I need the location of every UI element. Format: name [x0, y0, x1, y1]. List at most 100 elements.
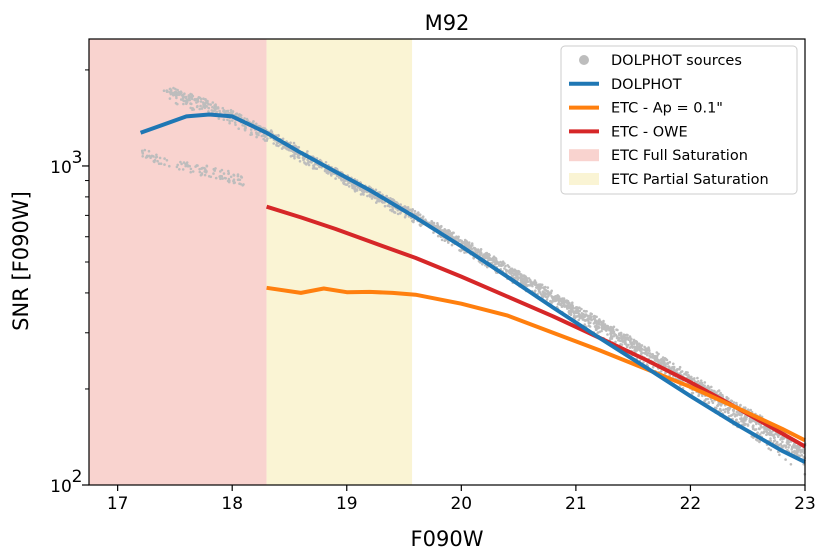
scatter-point: [664, 371, 667, 375]
scatter-point: [707, 401, 711, 404]
scatter-point: [609, 336, 612, 340]
scatter-point: [593, 325, 597, 328]
scatter-point: [582, 315, 586, 319]
scatter-point: [517, 269, 520, 273]
scatter-point: [443, 229, 446, 232]
scatter-point: [565, 301, 568, 304]
scatter-point: [508, 271, 512, 275]
scatter-point: [749, 408, 752, 412]
region-full-saturation: [89, 39, 267, 485]
scatter-point: [739, 417, 742, 421]
scatter-point: [710, 385, 713, 389]
scatter-point: [168, 97, 172, 100]
legend-etc-ap: ETC - Ap = 0.1": [569, 101, 723, 117]
scatter-point: [510, 267, 514, 271]
scatter-point: [175, 165, 179, 169]
scatter-point: [619, 339, 622, 343]
scatter-point: [275, 143, 278, 147]
x-tick-label: 17: [107, 494, 129, 514]
scatter-point: [668, 374, 672, 377]
scatter-point: [795, 446, 798, 450]
scatter-point: [458, 249, 461, 252]
scatter-point: [482, 253, 486, 256]
scatter-point: [269, 130, 273, 133]
scatter-point: [396, 209, 400, 212]
scatter-point: [151, 154, 154, 158]
scatter-point: [560, 301, 564, 305]
scatter-point: [173, 93, 176, 96]
scatter-point: [512, 274, 515, 277]
region-partial-saturation: [266, 39, 413, 485]
scatter-point: [243, 128, 247, 132]
scatter-point: [417, 211, 420, 214]
scatter-point: [413, 209, 417, 213]
scatter-point: [184, 100, 187, 103]
scatter-point: [757, 427, 761, 430]
scatter-point: [168, 164, 171, 168]
scatter-point: [189, 170, 192, 174]
scatter-point: [219, 175, 222, 178]
scatter-point: [614, 340, 617, 344]
scatter-point: [727, 414, 731, 418]
scatter-point: [769, 439, 773, 443]
scatter-point: [179, 160, 182, 164]
scatter-point: [195, 105, 199, 109]
scatter-point: [145, 155, 149, 159]
legend-full-saturation: ETC Full Saturation: [569, 148, 748, 164]
scatter-point: [392, 210, 396, 214]
scatter-point: [202, 105, 205, 108]
scatter-point: [255, 133, 259, 136]
scatter-point: [716, 403, 720, 407]
scatter-point: [537, 283, 541, 286]
scatter-point: [519, 279, 522, 282]
scatter-point: [762, 431, 765, 435]
scatter-point: [632, 338, 636, 342]
scatter-point: [534, 289, 537, 293]
scatter-point: [520, 274, 524, 278]
scatter-point: [623, 340, 626, 344]
scatter-point: [162, 89, 166, 92]
scatter-point: [436, 223, 440, 227]
scatter-point: [163, 157, 166, 160]
scatter-point: [447, 241, 450, 244]
scatter-point: [553, 299, 557, 303]
scatter-point: [222, 118, 226, 121]
scatter-point: [724, 407, 728, 411]
scatter-point: [686, 371, 689, 374]
x-tick-label: 20: [450, 494, 472, 514]
scatter-point: [155, 153, 158, 157]
scatter-point: [232, 173, 235, 177]
scatter-point: [214, 176, 218, 180]
scatter-point: [713, 389, 716, 393]
scatter-point: [706, 397, 709, 401]
scatter-point: [355, 189, 359, 192]
scatter-point: [307, 163, 311, 167]
scatter-point: [227, 172, 230, 176]
scatter-point: [530, 283, 533, 287]
scatter-point: [182, 102, 185, 106]
scatter-point: [238, 114, 242, 117]
scatter-point: [599, 320, 602, 324]
scatter-point: [465, 239, 468, 243]
scatter-point: [575, 306, 579, 309]
scatter-point: [430, 220, 434, 223]
scatter-point: [767, 428, 771, 432]
scatter-point: [719, 404, 723, 407]
scatter-point: [631, 346, 634, 349]
scatter-point: [685, 373, 688, 377]
scatter-point: [204, 98, 207, 101]
scatter-point: [545, 298, 549, 301]
scatter-point: [232, 178, 236, 181]
scatter-point: [486, 265, 489, 269]
scatter-point: [472, 257, 476, 260]
scatter-point: [200, 107, 204, 110]
scatter-point: [648, 352, 652, 355]
scatter-point: [754, 428, 758, 431]
scatter-point: [734, 413, 738, 416]
scatter-point: [680, 370, 684, 373]
scatter-point: [297, 154, 300, 157]
scatter-point: [207, 102, 210, 106]
scatter-point: [328, 170, 331, 174]
scatter-point: [628, 346, 632, 349]
scatter-point: [769, 433, 773, 437]
